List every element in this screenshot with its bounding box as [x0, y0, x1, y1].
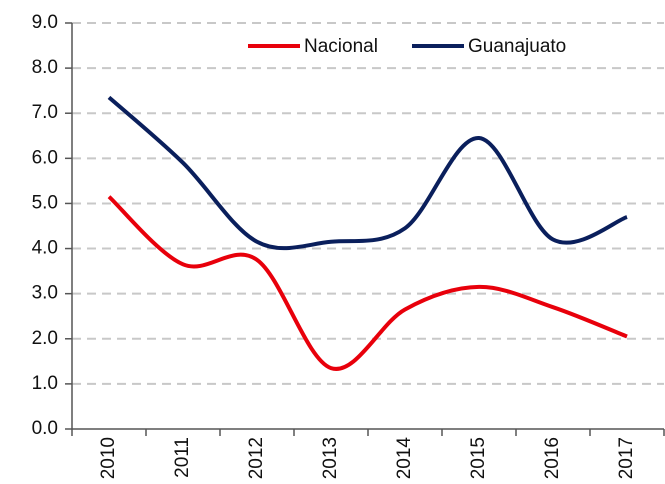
x-tick-label: 2013 [320, 437, 341, 479]
y-tick-label: 4.0 [32, 238, 58, 259]
y-tick-label: 8.0 [32, 57, 58, 78]
y-tick-label: 5.0 [32, 192, 58, 213]
x-tick-label: 2010 [98, 437, 119, 479]
legend-label: Nacional [304, 36, 378, 57]
y-tick-label: 9.0 [32, 12, 58, 33]
x-tick-label: 2017 [616, 437, 637, 479]
y-tick-label: 2.0 [32, 328, 58, 349]
y-tick-label: 1.0 [32, 373, 58, 394]
x-tick-label: 2012 [246, 437, 267, 479]
y-tick-label: 7.0 [32, 102, 58, 123]
x-tick-label: 2016 [542, 437, 563, 479]
legend-label: Guanajuato [468, 36, 566, 57]
y-tick-label: 3.0 [32, 283, 58, 304]
y-tick-label: 6.0 [32, 147, 58, 168]
x-tick-label: 2015 [468, 437, 489, 479]
x-tick-label: 2011 [172, 437, 193, 478]
series-line [107, 195, 628, 371]
x-tick-label: 2014 [394, 437, 415, 480]
y-tick-label: 0.0 [32, 418, 58, 439]
series-line [107, 95, 628, 251]
